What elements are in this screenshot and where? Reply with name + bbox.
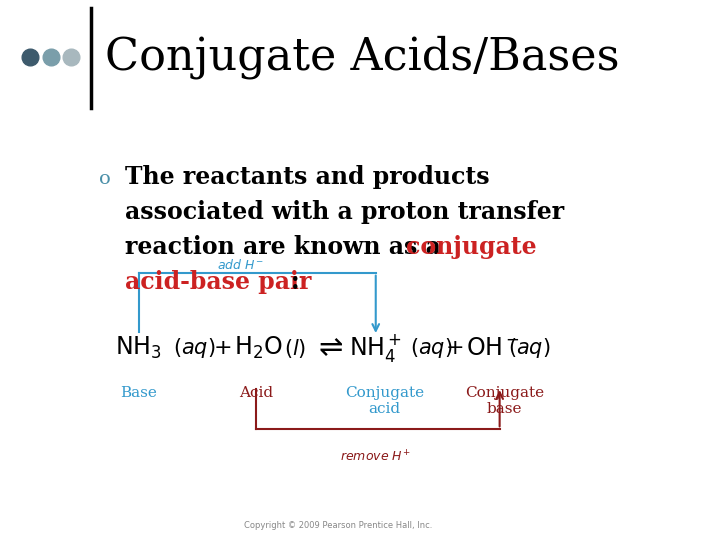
Text: $+$: $+$ <box>213 338 232 359</box>
Text: $(l)$: $(l)$ <box>284 337 307 360</box>
Text: reaction are known as a: reaction are known as a <box>125 235 449 259</box>
Text: Base: Base <box>120 386 157 400</box>
Text: $+$: $+$ <box>446 338 464 359</box>
Text: $\mathrm{H_2O}$: $\mathrm{H_2O}$ <box>233 335 282 361</box>
Text: o: o <box>99 170 111 188</box>
Text: The reactants and products: The reactants and products <box>125 165 490 188</box>
Text: acid-base pair: acid-base pair <box>125 270 312 294</box>
Text: remove H$^+$: remove H$^+$ <box>340 449 411 464</box>
Text: Copyright © 2009 Pearson Prentice Hall, Inc.: Copyright © 2009 Pearson Prentice Hall, … <box>244 521 433 530</box>
Text: :: : <box>290 270 299 294</box>
Text: $\mathrm{NH_3}$: $\mathrm{NH_3}$ <box>115 335 162 361</box>
Text: $(aq)$: $(aq)$ <box>173 336 215 360</box>
Text: $(aq)$: $(aq)$ <box>508 336 550 360</box>
Text: $\mathrm{OH^-}$: $\mathrm{OH^-}$ <box>466 336 520 360</box>
Text: Conjugate Acids/Bases: Conjugate Acids/Bases <box>105 35 619 78</box>
Text: $\rightleftharpoons$: $\rightleftharpoons$ <box>312 334 343 362</box>
Text: $\mathrm{NH_4^+}$: $\mathrm{NH_4^+}$ <box>348 332 402 365</box>
Text: add H$^-$: add H$^-$ <box>217 258 264 272</box>
Text: conjugate: conjugate <box>406 235 537 259</box>
Text: Conjugate
acid: Conjugate acid <box>345 386 424 416</box>
Text: $(aq)$: $(aq)$ <box>410 336 452 360</box>
Text: Conjugate
base: Conjugate base <box>465 386 544 416</box>
Text: Acid: Acid <box>239 386 273 400</box>
Text: associated with a proton transfer: associated with a proton transfer <box>125 200 564 224</box>
